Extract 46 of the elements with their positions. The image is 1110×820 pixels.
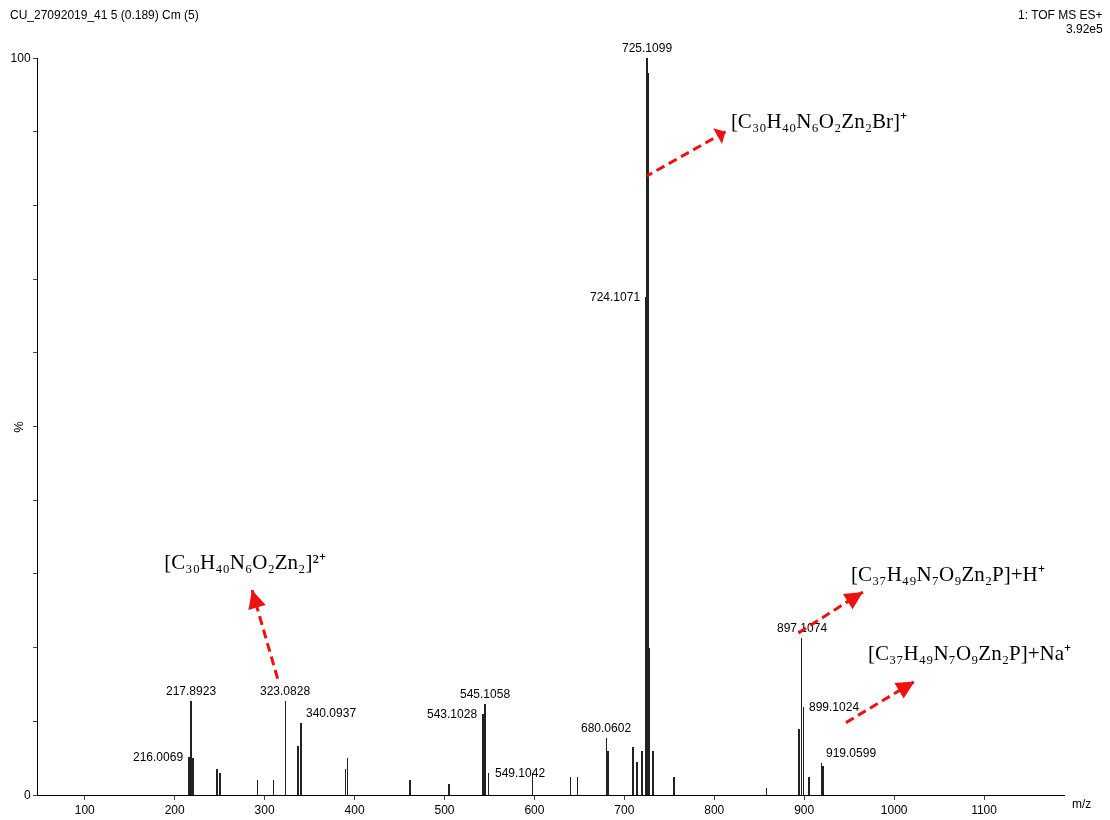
annotation: 919.0599 (826, 746, 877, 760)
annotation: [C₃₇H₄₉N₇O₉Zn₂P]+Na⁺ (867, 641, 1072, 666)
x-tick-label: 700 (614, 803, 635, 818)
annotation: 680.0602 (581, 721, 632, 735)
x-axis-title: m/z (1072, 797, 1092, 811)
bar (641, 751, 643, 795)
annotation: 217.8923 (166, 684, 217, 698)
bar (300, 723, 302, 795)
x-tick-label: 1100 (971, 803, 998, 818)
annotation: 899.1024 (809, 700, 860, 714)
x-tick-label: 600 (524, 803, 545, 818)
bar (219, 773, 221, 795)
bar (216, 769, 218, 795)
text: 1: TOF MS ES+ (1018, 8, 1103, 22)
x-tick-label: 100 (74, 803, 96, 818)
text: 3.92e5 (1066, 22, 1104, 36)
bar (652, 751, 654, 795)
bar (808, 777, 810, 795)
x-tick-label: 300 (254, 803, 275, 818)
annotation: 323.0828 (260, 684, 311, 698)
x-tick-label: 200 (164, 803, 186, 818)
bar (636, 762, 638, 795)
bar (484, 704, 486, 795)
y-axis-title: % (10, 420, 26, 433)
annotation: 543.1028 (427, 707, 478, 721)
x-tick-label: 1000 (880, 803, 908, 818)
annotation: 545.1058 (460, 687, 511, 701)
x-tick-label: 500 (434, 803, 455, 818)
x-tick-label: 900 (794, 803, 815, 818)
annotation: 216.0069 (133, 750, 184, 764)
x-tick-label: 400 (344, 803, 365, 818)
x-tick-label: 800 (704, 803, 725, 818)
y-tick-label: 0 (23, 788, 31, 803)
bar (409, 780, 411, 795)
annotation: [C₃₀H₄₀N₆O₂Zn₂]²⁺ (164, 550, 326, 575)
annotation: [C₃₇H₄₉N₇O₉Zn₂P]+H⁺ (851, 561, 1045, 586)
bar (190, 701, 192, 795)
bar (673, 777, 675, 795)
annotation: 724.1071 (590, 290, 641, 304)
annotation: 340.0937 (306, 706, 357, 720)
annotation: [C₃₀H₄₀N₆O₂Zn₂Br]⁺ (730, 108, 907, 133)
annotation: 549.1042 (495, 766, 546, 780)
text: CU_27092019_41 5 (0.189) Cm (5) (10, 8, 199, 22)
bar (632, 747, 634, 795)
bar (448, 784, 450, 795)
annotation: 725.1099 (622, 41, 673, 55)
